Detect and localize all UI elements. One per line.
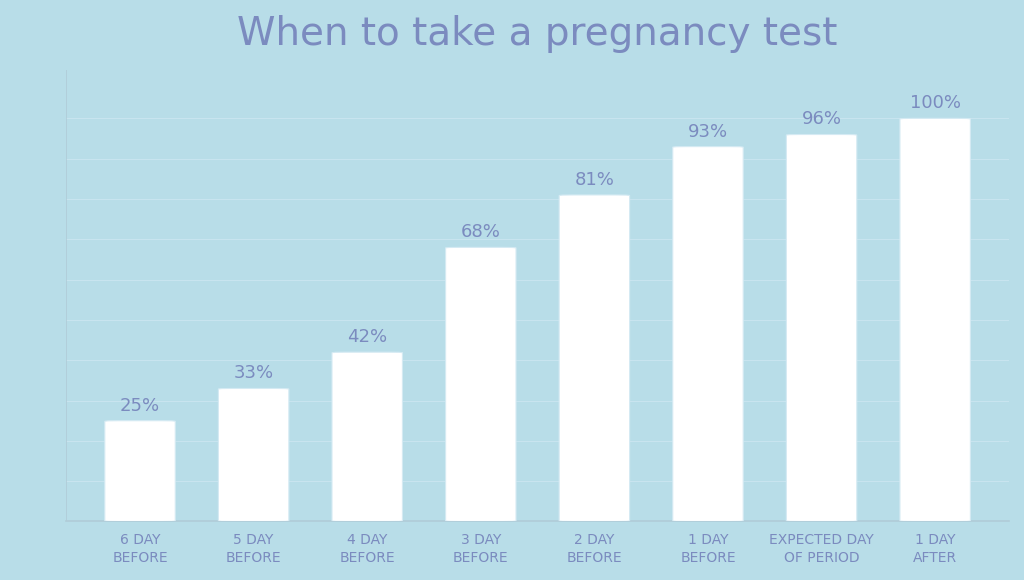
- FancyBboxPatch shape: [218, 389, 289, 521]
- Text: 93%: 93%: [688, 122, 728, 140]
- FancyBboxPatch shape: [786, 135, 857, 521]
- Text: 81%: 81%: [574, 171, 614, 189]
- Text: 100%: 100%: [909, 95, 961, 113]
- FancyBboxPatch shape: [445, 248, 516, 521]
- Text: 68%: 68%: [461, 223, 501, 241]
- FancyBboxPatch shape: [900, 118, 971, 521]
- FancyBboxPatch shape: [673, 147, 743, 521]
- Text: 33%: 33%: [233, 364, 273, 382]
- Title: When to take a pregnancy test: When to take a pregnancy test: [238, 15, 838, 53]
- Text: 42%: 42%: [347, 328, 387, 346]
- Text: 25%: 25%: [120, 397, 160, 415]
- FancyBboxPatch shape: [559, 195, 630, 521]
- FancyBboxPatch shape: [104, 420, 175, 521]
- FancyBboxPatch shape: [332, 352, 402, 521]
- Text: 96%: 96%: [802, 110, 842, 128]
